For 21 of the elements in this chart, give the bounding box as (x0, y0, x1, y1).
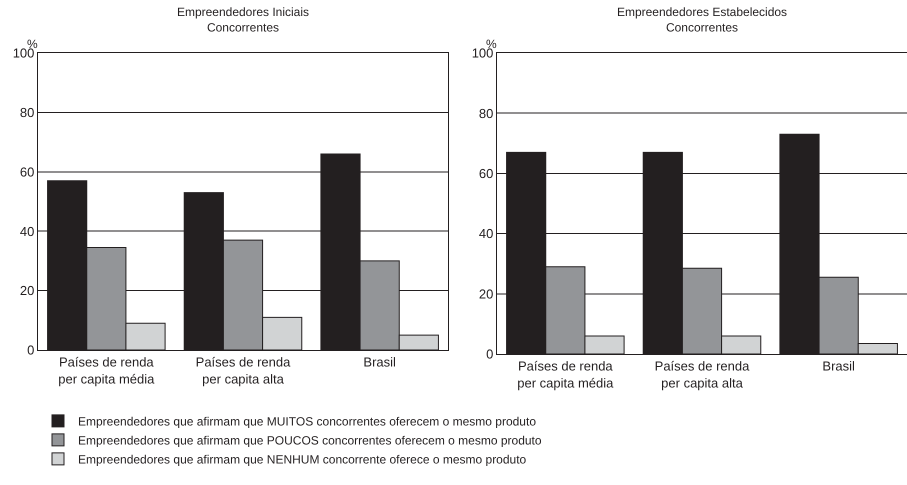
x-tick-label: Países de renda per capita alta (196, 354, 292, 386)
y-tick-label: 20 (478, 286, 494, 302)
legend-label: Empreendedores que afirmam que MUITOS concorrentes oferecem o mesmo produto (78, 414, 536, 429)
y-tick-label: 0 (27, 342, 34, 358)
y-tick-label: 0 (486, 346, 494, 362)
y-tick-label: 80 (478, 106, 494, 121)
legend-label: Empreendedores que afirmam que NENHUM concorrente oferece o mesmo produto (78, 452, 527, 467)
x-tick-label: Brasil (822, 358, 856, 374)
legend-label: Empreendedores que afirmam que POUCOS concorrentes oferecem o mesmo produto (78, 434, 542, 448)
y-tick-label: 80 (20, 104, 34, 120)
x-tick-label: Países de renda per capita alta (654, 358, 750, 390)
chart-title: Empreendedores Iniciais Concorrentes (176, 5, 310, 35)
y-tick-label: 60 (20, 164, 34, 180)
chart-title: Empreendedores Estabelecidos Concorrentes (616, 5, 788, 35)
x-tick-label: Países de renda per capita média (58, 354, 156, 386)
y-tick-label: 40 (20, 224, 34, 239)
x-tick-label: Países de renda per capita média (517, 358, 614, 390)
y-tick-label: 60 (478, 166, 494, 181)
y-tick-label: 40 (478, 226, 494, 242)
y-tick-label: 20 (20, 283, 34, 298)
x-tick-label: Brasil (363, 354, 396, 370)
